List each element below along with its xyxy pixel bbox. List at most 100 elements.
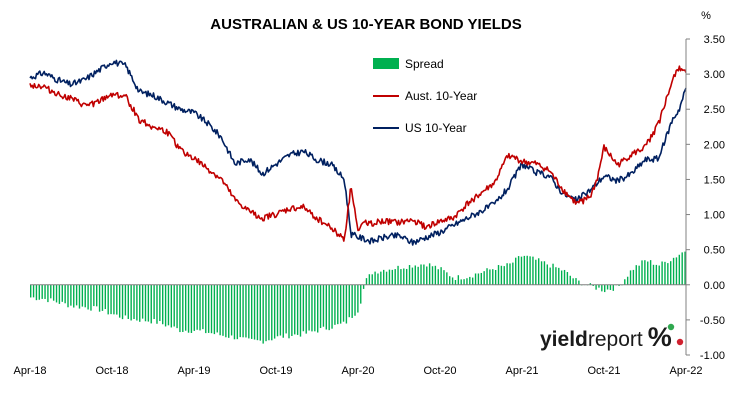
- spread-bar: [331, 284, 333, 329]
- line-series-group: [29, 59, 687, 246]
- spread-bar: [368, 274, 371, 285]
- spread-bar: [618, 284, 620, 286]
- spread-bar: [118, 284, 121, 318]
- spread-bar: [136, 284, 138, 321]
- spread-bar: [426, 266, 428, 285]
- spread-bar: [506, 263, 508, 285]
- spread-bar: [35, 284, 38, 301]
- spread-bar: [314, 284, 316, 332]
- y-tick-label: -1.00: [700, 350, 725, 362]
- y-tick-label: 2.00: [704, 139, 725, 151]
- spread-bar: [357, 284, 359, 313]
- spread-bar: [604, 284, 606, 293]
- spread-bar: [552, 263, 554, 285]
- spread-bar: [124, 284, 127, 316]
- spread-bar: [469, 276, 471, 285]
- spread-bar: [558, 267, 560, 285]
- spread-bar: [294, 284, 296, 335]
- spread-bar: [296, 284, 299, 335]
- spread-bar: [207, 284, 210, 333]
- spread-bar: [523, 255, 526, 285]
- legend-label-spread: Spread: [405, 57, 444, 71]
- spread-bar: [566, 271, 569, 285]
- spread-bar: [288, 284, 290, 339]
- spread-bar: [268, 284, 270, 341]
- spread-bar: [164, 284, 167, 327]
- spread-bar: [380, 271, 382, 285]
- spread-bar: [222, 284, 224, 336]
- spread-bar: [391, 269, 394, 285]
- spread-bar: [236, 284, 239, 340]
- spread-bar: [250, 284, 253, 339]
- spread-bar: [325, 284, 328, 330]
- spread-bar: [64, 284, 66, 304]
- spread-bar: [213, 284, 216, 335]
- spread-bar: [159, 284, 161, 322]
- y-tick-label: 1.00: [704, 210, 725, 222]
- us-10-year-line: [29, 59, 687, 246]
- spread-bar: [141, 284, 144, 319]
- spread-bar: [317, 284, 319, 333]
- spread-bar: [492, 269, 494, 285]
- spread-bar: [595, 284, 597, 290]
- spread-bar: [351, 284, 353, 318]
- spread-bar: [632, 269, 635, 285]
- spread-bar: [187, 284, 190, 333]
- spread-bar: [179, 284, 181, 333]
- logo-red-dot: [676, 338, 684, 346]
- spread-bar: [52, 284, 55, 301]
- spread-bar: [285, 284, 287, 334]
- spread-bar: [537, 258, 540, 285]
- spread-bar: [555, 267, 557, 285]
- spread-bar: [147, 284, 150, 322]
- spread-bar: [219, 284, 221, 336]
- spread-bar: [526, 255, 528, 285]
- spread-bar: [463, 279, 465, 285]
- y-tick-label: 3.50: [704, 34, 725, 46]
- x-tick-label: Oct-18: [95, 365, 128, 377]
- spread-bar: [113, 284, 115, 315]
- spread-bar: [41, 284, 43, 299]
- spread-bar: [423, 264, 425, 285]
- spread-bar: [457, 275, 460, 285]
- spread-bar: [480, 272, 482, 285]
- spread-bar: [239, 284, 241, 338]
- spread-bar: [569, 275, 571, 285]
- legend: Spread Aust. 10-Year US 10-Year: [373, 57, 477, 135]
- y-axis-unit-label: %: [701, 10, 711, 22]
- spread-bar: [408, 265, 411, 285]
- y-tick-label: 1.50: [704, 174, 725, 186]
- spread-bar: [532, 256, 534, 285]
- spread-bar: [334, 284, 336, 325]
- spread-bar: [156, 284, 158, 324]
- spread-bar: [655, 264, 658, 285]
- spread-bar: [173, 284, 175, 327]
- spread-bar: [228, 284, 230, 338]
- spread-bar: [606, 284, 609, 290]
- spread-bar: [104, 284, 107, 310]
- spread-bar: [411, 267, 414, 285]
- spread-bar: [230, 284, 233, 336]
- yieldreport-logo: yieldreport%: [540, 322, 684, 352]
- x-tick-label: Apr-19: [177, 365, 210, 377]
- spread-bar: [649, 260, 652, 285]
- spread-bar: [474, 273, 477, 285]
- spread-bar: [282, 284, 284, 338]
- spread-bar: [477, 273, 480, 285]
- spread-bar: [127, 284, 129, 319]
- spread-bar: [47, 284, 49, 303]
- spread-bar: [196, 284, 198, 330]
- x-tick-label: Oct-21: [587, 365, 620, 377]
- spread-bar: [546, 264, 548, 285]
- spread-bar: [652, 264, 655, 285]
- spread-bar: [279, 284, 282, 336]
- spread-bar: [32, 284, 35, 298]
- spread-bar: [265, 284, 267, 342]
- spread-bar: [377, 273, 379, 285]
- spread-bar: [55, 284, 58, 303]
- spread-bar: [70, 284, 72, 306]
- spread-bar: [549, 267, 551, 285]
- spread-bar: [81, 284, 84, 307]
- spread-bar: [400, 269, 402, 285]
- spread-bar: [684, 251, 686, 285]
